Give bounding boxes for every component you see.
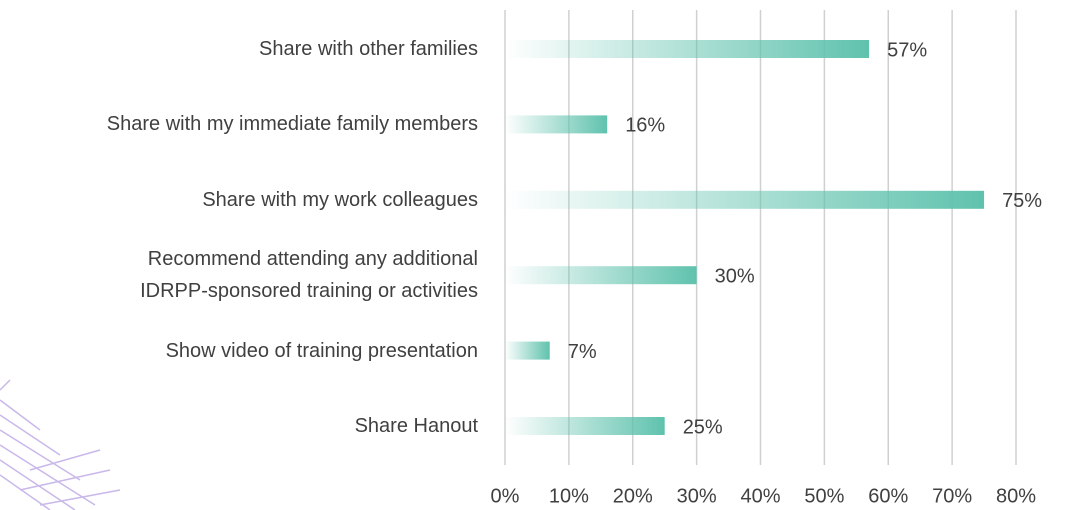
value-label: 75%: [1002, 190, 1042, 212]
value-label: 57%: [887, 39, 927, 61]
bar: [505, 115, 608, 134]
category-label: Show video of training presentation: [165, 339, 478, 362]
x-tick-label: 70%: [932, 485, 972, 507]
value-label: 16%: [625, 115, 665, 137]
category-label: Share with my work colleagues: [202, 188, 478, 211]
category-label: Share with other families: [259, 38, 478, 60]
x-tick-label: 30%: [677, 485, 717, 507]
bar: [505, 40, 870, 58]
x-tick-label: 50%: [804, 485, 844, 507]
x-tick-label: 0%: [491, 485, 520, 507]
x-tick-label: 10%: [549, 485, 589, 507]
decoration: [0, 379, 121, 510]
x-tick-label: 80%: [996, 485, 1036, 507]
bar: [505, 341, 550, 360]
category-label: Share Hanout: [354, 415, 478, 437]
bar: [505, 266, 697, 285]
category-label: Share with my immediate family members: [106, 113, 478, 136]
value-label: 7%: [568, 341, 597, 363]
x-tick-label: 40%: [740, 485, 780, 507]
bar: [505, 190, 985, 209]
x-tick-label: 60%: [868, 485, 908, 507]
value-label: 25%: [683, 416, 723, 438]
x-tick-label: 20%: [613, 485, 653, 507]
category-label: Recommend attending any additional IDRPP…: [140, 248, 478, 303]
value-label: 30%: [715, 265, 755, 287]
bar: [505, 417, 665, 435]
